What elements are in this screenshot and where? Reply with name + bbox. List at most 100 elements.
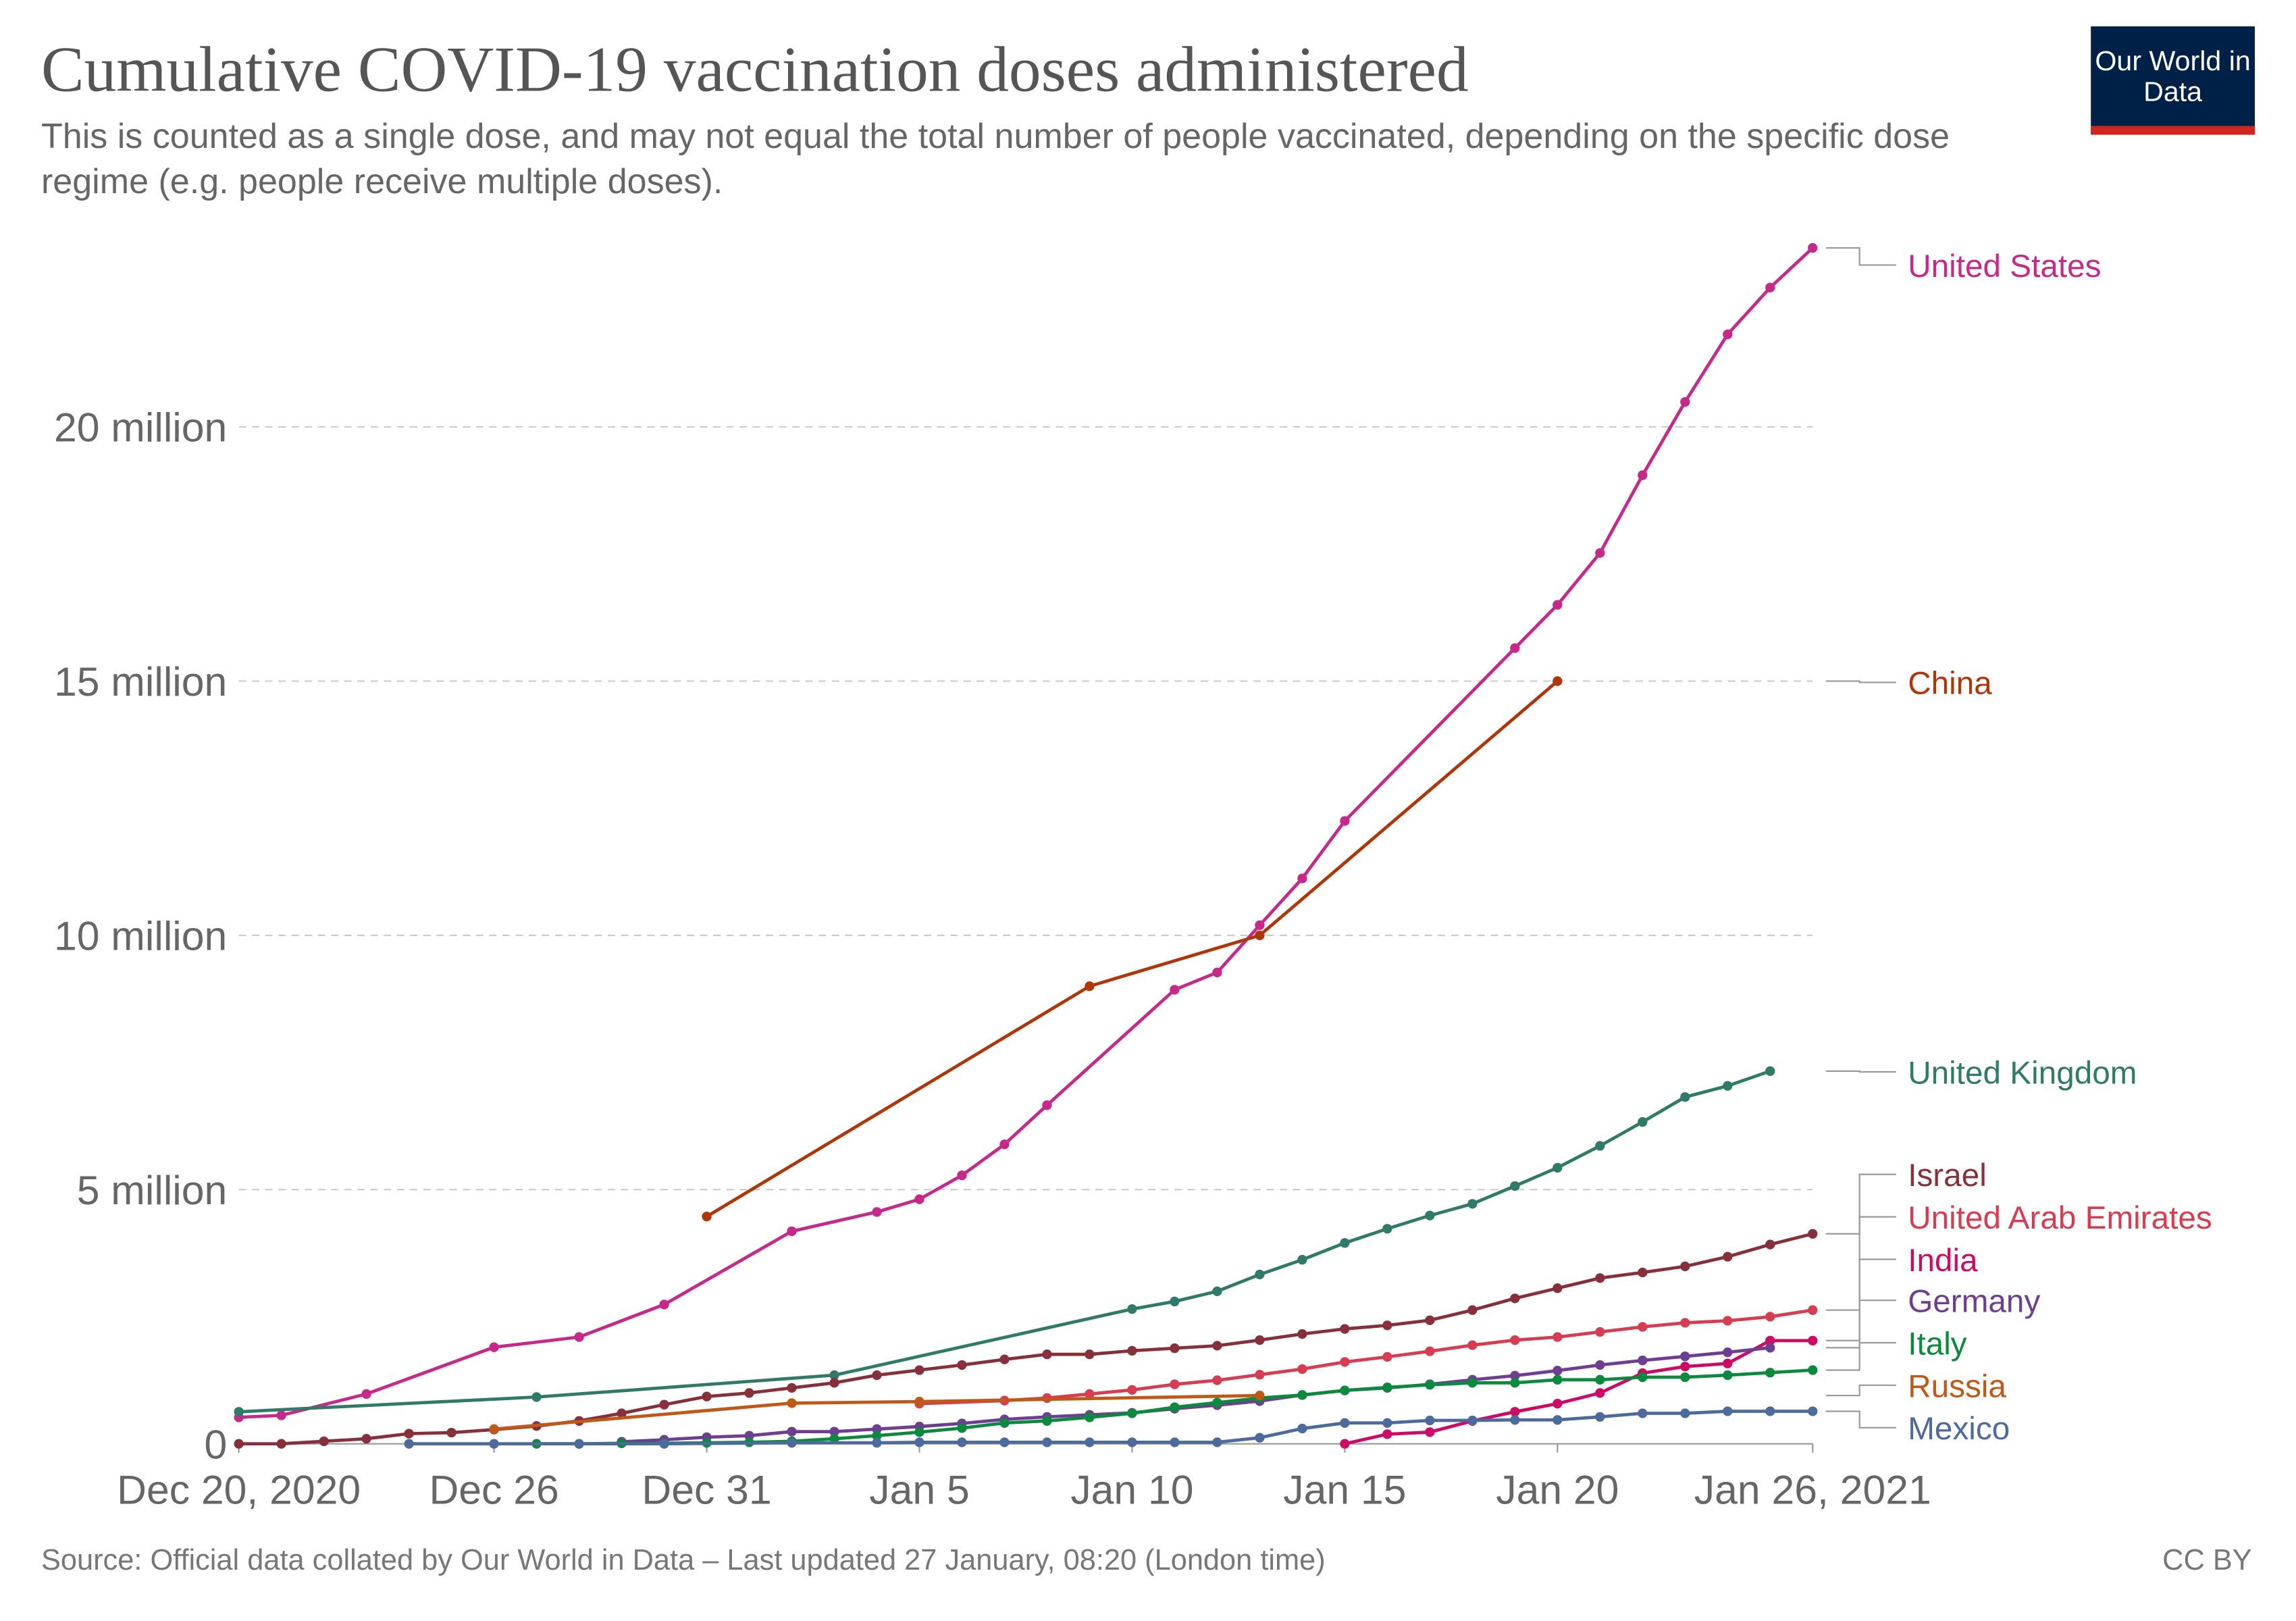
license: CC BY — [2162, 1544, 2252, 1576]
data-point — [1808, 1305, 1818, 1315]
data-point — [787, 1398, 797, 1408]
x-tick-label: Jan 15 — [1283, 1467, 1406, 1513]
series-label: India — [1908, 1243, 1978, 1279]
x-tick-label: Jan 26, 2021 — [1694, 1467, 1931, 1513]
data-point — [1808, 1229, 1818, 1239]
data-point — [1680, 1261, 1690, 1272]
label-connector — [1825, 1070, 1896, 1073]
data-point — [617, 1408, 627, 1418]
x-tick-label: Jan 20 — [1496, 1467, 1619, 1513]
data-point — [1723, 1081, 1733, 1091]
data-point — [1553, 1374, 1563, 1385]
data-point — [1680, 397, 1690, 407]
data-point — [1553, 1332, 1563, 1342]
data-point — [1255, 930, 1265, 941]
data-point — [1638, 1116, 1648, 1127]
series-label: Russia — [1908, 1368, 2006, 1404]
data-point — [914, 1437, 924, 1447]
data-point — [1467, 1199, 1478, 1209]
data-point — [1765, 1343, 1775, 1353]
data-point — [957, 1423, 967, 1433]
data-point — [1212, 1286, 1222, 1296]
x-tick-label: Dec 31 — [642, 1467, 771, 1513]
data-point — [319, 1436, 329, 1447]
data-point — [1425, 1415, 1435, 1426]
x-tick-label: Jan 10 — [1070, 1467, 1193, 1513]
data-point — [957, 1360, 967, 1370]
data-point — [1425, 1427, 1435, 1437]
data-point — [787, 1438, 797, 1448]
data-point — [829, 1426, 839, 1437]
data-point — [1765, 1368, 1775, 1378]
data-point — [404, 1439, 414, 1449]
data-point — [1510, 643, 1520, 653]
data-point — [1765, 1066, 1775, 1077]
data-point — [1042, 1416, 1052, 1426]
data-point — [999, 1418, 1010, 1428]
data-point — [1425, 1315, 1435, 1325]
data-point — [1680, 1092, 1690, 1102]
data-point — [1212, 967, 1222, 977]
data-point — [1808, 1365, 1818, 1375]
data-point — [1510, 1335, 1520, 1345]
data-point — [787, 1226, 797, 1237]
data-point — [1680, 1362, 1690, 1372]
data-point — [1595, 1360, 1605, 1370]
series-line — [706, 679, 1559, 1218]
data-point — [361, 1389, 371, 1399]
data-point — [829, 1370, 839, 1381]
data-point — [1255, 1335, 1265, 1345]
data-point — [1553, 1283, 1563, 1293]
data-point — [999, 1354, 1010, 1364]
data-point — [999, 1437, 1010, 1447]
data-point — [1723, 1347, 1733, 1358]
data-point — [1170, 1402, 1180, 1412]
data-point — [489, 1342, 499, 1352]
data-point — [1170, 1437, 1180, 1447]
data-point — [1680, 1318, 1690, 1328]
data-point — [1255, 1390, 1265, 1401]
label-connector — [1825, 1300, 1896, 1349]
y-tick-label: 20 million — [54, 405, 227, 451]
series-line — [1344, 1339, 1813, 1445]
data-point — [1595, 1374, 1605, 1385]
logo-background — [2091, 26, 2255, 135]
data-point — [1638, 1372, 1648, 1383]
data-point — [531, 1392, 542, 1402]
y-tick-label: 5 million — [77, 1167, 228, 1213]
data-point — [1638, 1322, 1648, 1332]
data-point — [1553, 1366, 1563, 1376]
series-line — [621, 1346, 1771, 1444]
data-point — [1765, 282, 1775, 292]
data-point — [1382, 1429, 1392, 1439]
data-point — [1340, 816, 1350, 826]
data-point — [744, 1388, 754, 1398]
y-tick-label: 10 million — [54, 913, 227, 959]
data-point — [872, 1424, 882, 1434]
data-point — [1340, 1439, 1350, 1449]
data-point — [1680, 1352, 1690, 1362]
data-point — [1638, 1356, 1648, 1366]
data-point — [1638, 470, 1648, 480]
label-connector — [1825, 680, 1896, 684]
data-point — [1425, 1210, 1435, 1220]
data-point — [1425, 1380, 1435, 1390]
data-point — [957, 1170, 967, 1181]
data-point — [1467, 1415, 1478, 1426]
data-point — [1382, 1320, 1392, 1331]
data-point — [744, 1431, 754, 1441]
series-label: United States — [1908, 249, 2101, 284]
data-point — [1127, 1408, 1137, 1418]
data-point — [1340, 1324, 1350, 1334]
data-point — [1297, 873, 1307, 883]
data-point — [1340, 1238, 1350, 1248]
data-point — [1638, 1267, 1648, 1278]
data-point — [1808, 242, 1818, 253]
data-point — [1595, 1388, 1605, 1398]
data-point — [1085, 981, 1095, 992]
label-connector — [1825, 1216, 1896, 1311]
data-point — [1212, 1437, 1222, 1447]
data-point — [361, 1433, 371, 1444]
data-point — [1553, 1162, 1563, 1173]
